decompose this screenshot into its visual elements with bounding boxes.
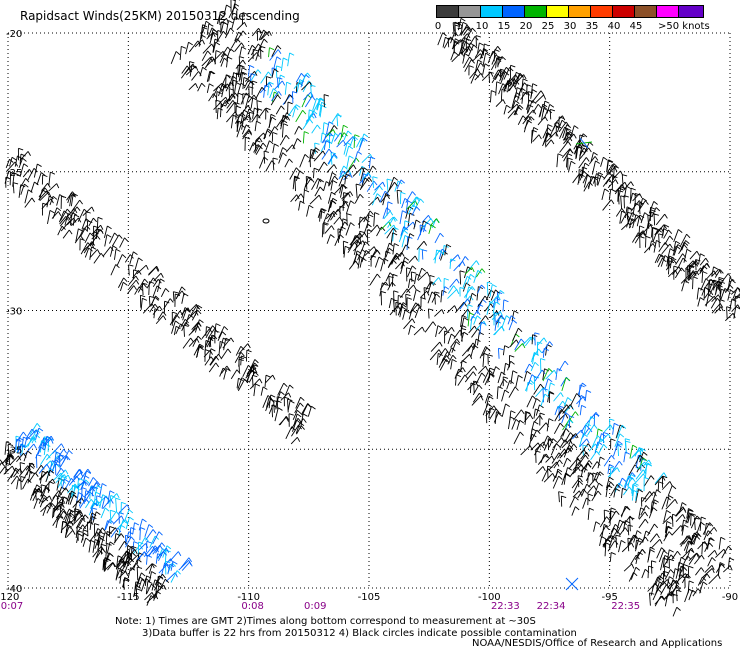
latitude-labels: -20 -25 -30 -35 -40	[6, 29, 22, 595]
legend-label: 15	[497, 21, 511, 32]
wind-swath	[4, 147, 316, 445]
lon-tick-label: -105	[358, 592, 381, 603]
lon-tick-label: -120	[0, 592, 19, 603]
wind-speed-legend: 0 5 10 15 20 25 30 35 40 45 >50 knots	[434, 5, 710, 33]
lat-tick-label: -40	[6, 584, 22, 595]
lat-tick-label: -35	[6, 445, 22, 456]
map-title: Rapidsact Winds(25KM) 20150312 descendin…	[20, 9, 300, 23]
notes: Note: 1) Times are GMT 2)Times along bot…	[115, 616, 577, 640]
time-label: 0:09	[304, 601, 326, 612]
time-label: 0:08	[241, 601, 263, 612]
wind-swaths	[0, 0, 740, 617]
lon-tick-label: -110	[237, 592, 260, 603]
credit: NOAA/NESDIS/Office of Research and Appli…	[472, 638, 723, 649]
island-outline	[262, 218, 270, 224]
isolated-vectors	[565, 137, 593, 591]
time-labels: 0:07 0:08 0:09 22:33 22:34 22:35	[1, 601, 640, 612]
lon-tick-label: -95	[601, 592, 617, 603]
legend-label: 40	[607, 21, 621, 32]
wind-swath	[0, 423, 193, 606]
legend-label: 45	[629, 21, 643, 32]
legend-label: 30	[563, 21, 577, 32]
legend-label: 25	[541, 21, 555, 32]
wind-swath	[170, 0, 735, 617]
time-label: 0:07	[1, 601, 23, 612]
lon-tick-label: -115	[117, 592, 140, 603]
time-label: 22:35	[611, 601, 640, 612]
legend-label: 10	[475, 21, 489, 32]
lat-tick-label: -25	[6, 168, 22, 179]
legend-label: 35	[585, 21, 599, 32]
legend-label: >50 knots	[658, 21, 710, 32]
lon-tick-label: -90	[722, 592, 738, 603]
lat-tick-label: -20	[6, 29, 22, 40]
time-label: 22:34	[537, 601, 566, 612]
lon-tick-label: -100	[478, 592, 501, 603]
lat-tick-label: -30	[6, 307, 22, 318]
legend-swatch	[678, 5, 704, 18]
legend-label: 20	[519, 21, 533, 32]
note-line-2: 3)Data buffer is 22 hrs from 20150312 4)…	[142, 628, 577, 639]
map-grid	[7, 32, 731, 589]
legend-label: 5	[456, 21, 464, 32]
longitude-labels: -120 -115 -110 -105 -100 -95 -90	[0, 592, 738, 603]
legend-label: 0	[434, 21, 442, 32]
wind-swath	[437, 18, 740, 322]
note-line-1: Note: 1) Times are GMT 2)Times along bot…	[115, 616, 536, 627]
time-label: 22:33	[491, 601, 520, 612]
